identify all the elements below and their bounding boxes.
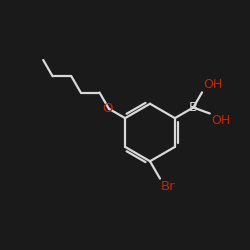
Text: OH: OH: [211, 114, 230, 127]
Text: B: B: [189, 101, 198, 114]
Text: O: O: [102, 102, 113, 115]
Text: OH: OH: [203, 78, 223, 91]
Text: Br: Br: [161, 180, 176, 193]
